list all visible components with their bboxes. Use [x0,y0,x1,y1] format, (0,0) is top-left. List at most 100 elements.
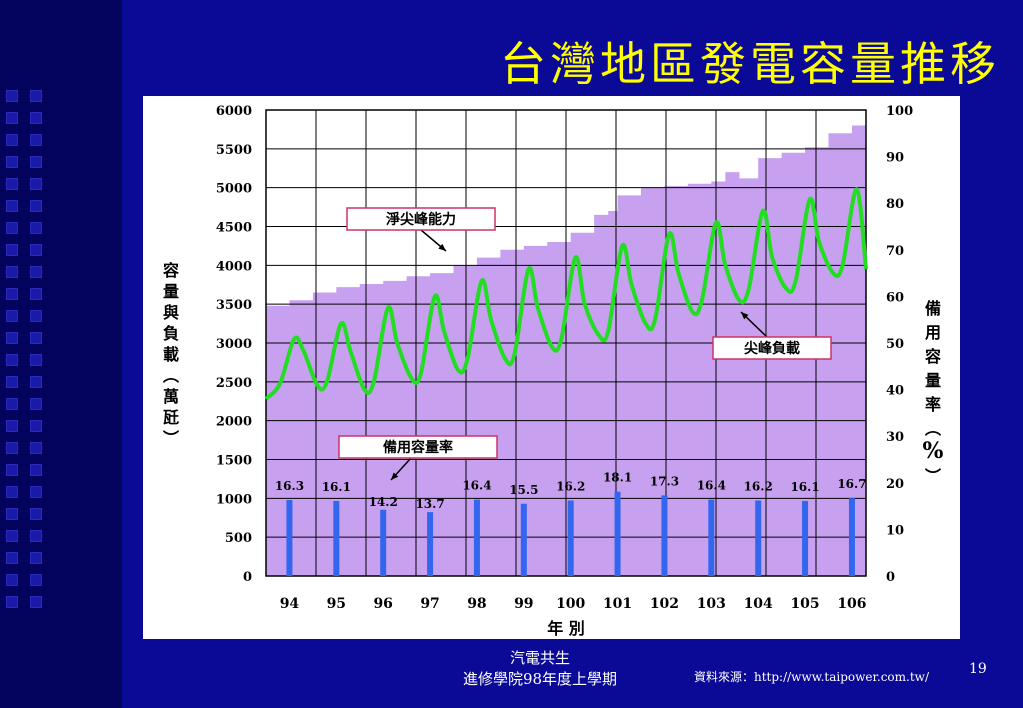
x-tick: 101 [603,596,632,612]
y-left-axis-label-char: 與 [163,303,179,322]
reserve-value-label: 18.1 [603,471,632,485]
decor-square [30,200,42,212]
footer-line-1: 汽電共生 [509,649,570,667]
decor-square [6,90,18,102]
decor-square [6,288,18,300]
reserve-value-label: 16.1 [790,480,819,494]
decor-square [30,508,42,520]
decor-square [6,486,18,498]
peak-load-callout-box [712,336,832,360]
decor-square [6,200,18,212]
y-right-axis-label-char: 率 [925,395,941,414]
y-left-axis-label-char: 負 [163,324,179,343]
decor-square [30,332,42,344]
reserve-bar [380,509,387,576]
decor-square [6,552,18,564]
reserve-bar [286,500,293,576]
reserve-callout-arrowhead [391,472,399,480]
y-left-axis-label-char: 萬 [163,387,179,406]
y-right-tick: 90 [886,151,904,166]
y-right-tick: 60 [886,290,904,305]
footer-line-2: 進修學院98年度上學期 [462,670,618,688]
y-left-tick: 3500 [216,298,252,313]
decor-square [6,266,18,278]
decor-square [6,574,18,586]
capacity-callout-arrowhead [438,243,446,251]
decor-square [30,222,42,234]
x-axis-label: 年 別 [547,619,585,638]
y-left-tick: 2500 [216,376,252,391]
decor-square [30,266,42,278]
peak-load-callout-arrowhead [741,312,749,320]
y-right-axis-label-char: 容 [924,347,941,366]
slide-title: 台灣地區發電容量推移 [500,37,1000,91]
decor-square [6,178,18,190]
x-tick: 97 [420,596,439,612]
y-left-axis-label-char: ︶ [163,429,179,448]
reserve-value-label: 17.3 [650,474,679,488]
decor-square [6,332,18,344]
x-tick: 105 [790,596,819,612]
decor-square [30,90,42,102]
decor-square [30,178,42,190]
y-left-axis-label-char: 容 [162,261,179,280]
decor-square [6,530,18,542]
decor-square [30,354,42,366]
y-left-tick: 1000 [216,492,252,507]
decor-square [30,134,42,146]
y-right-tick: 50 [886,337,904,352]
decor-square [6,244,18,256]
y-right-tick: 40 [886,384,904,399]
x-tick: 96 [373,596,392,612]
reserve-bar [520,503,527,576]
y-left-tick: 6000 [216,104,252,119]
y-left-axis-label-char: 量 [163,282,179,301]
y-left-tick: 0 [243,570,252,585]
y-right-tick: 30 [886,430,904,445]
left-square-pattern-2 [30,90,42,618]
decor-square [6,596,18,608]
decor-square [30,464,42,476]
x-tick: 104 [744,596,773,612]
reserve-value-label: 16.2 [744,480,773,494]
y-right-axis-label-char: % [923,438,944,464]
y-right-tick: 10 [886,523,904,538]
left-square-pattern [6,90,18,618]
decor-square [30,376,42,388]
reserve-bar [427,512,434,576]
decor-square [6,112,18,124]
reserve-callout-box [338,435,498,459]
decor-square [6,442,18,454]
peak-load-line [264,187,868,401]
y-left-tick: 5500 [216,143,252,158]
x-tick: 106 [837,596,866,612]
x-tick: 95 [327,596,346,612]
decor-square [30,552,42,564]
reserve-value-label: 16.1 [322,480,351,494]
peak-load-callout-text: 尖峰負載 [744,340,800,357]
reserve-bar [708,499,715,576]
y-left-tick: 1500 [216,454,252,469]
decor-square [30,244,42,256]
x-tick: 100 [556,596,585,612]
reserve-bar [848,498,855,576]
decor-square [30,112,42,124]
reserve-value-label: 15.5 [509,483,538,497]
decor-square [30,486,42,498]
y-right-axis-label-char: 量 [925,371,941,390]
decor-square [30,156,42,168]
reserve-bar [755,500,762,576]
decor-square [6,464,18,476]
reserve-bar [802,500,809,576]
y-right-axis-label-char: 備 [925,299,941,318]
decor-square [30,398,42,410]
reserve-value-label: 16.7 [837,477,866,491]
capacity-callout-box [346,207,496,231]
decor-square [30,420,42,432]
y-right-axis-label-char: ︵ [925,419,941,438]
decor-square [30,442,42,454]
decor-square [6,398,18,410]
decor-square [6,156,18,168]
y-right-tick: 100 [886,104,913,119]
x-tick: 103 [697,596,726,612]
